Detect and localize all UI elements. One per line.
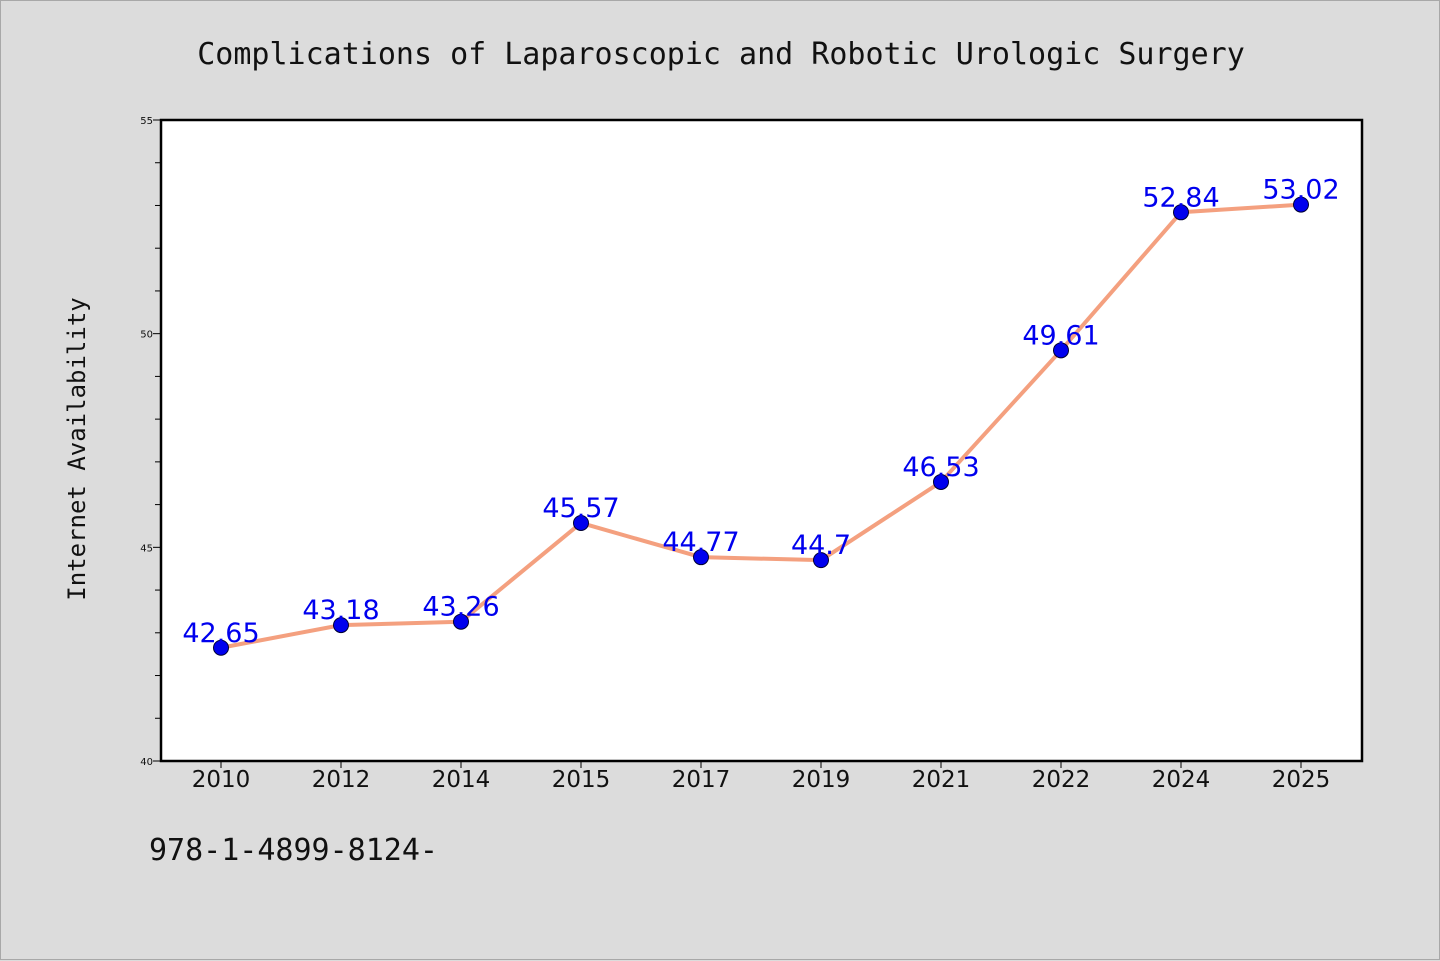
data-label: 44.77 — [662, 527, 739, 558]
y-tick-label: 40 — [140, 757, 153, 768]
chart-title: Complications of Laparoscopic and Roboti… — [197, 37, 1245, 72]
x-tick-label: 2024 — [1152, 767, 1211, 793]
x-tick-label: 2012 — [312, 767, 371, 793]
footer-text: 978-1-4899-8124- — [149, 833, 438, 868]
data-labels: 42.65 43.18 43.26 45.57 44.77 44.7 46.53 49.61 5… — [182, 175, 1339, 649]
data-label: 52.84 — [1142, 182, 1219, 213]
series-line — [219, 202, 1303, 650]
x-tick-label: 2017 — [672, 767, 731, 793]
data-label: 49.61 — [1022, 320, 1099, 351]
data-label: 43.18 — [302, 595, 379, 626]
y-tick-label: 45 — [140, 543, 153, 554]
x-tick-label: 2025 — [1272, 767, 1331, 793]
y-axis-label: Internet Availability — [63, 297, 91, 600]
x-tick-label: 2014 — [432, 767, 491, 793]
data-label: 45.57 — [542, 493, 619, 524]
y-axis-ticks: 40 45 50 55 — [140, 116, 161, 768]
plot-area — [159, 118, 1364, 763]
data-label: 46.53 — [902, 452, 979, 483]
data-markers — [213, 196, 1309, 656]
data-label: 43.26 — [422, 592, 499, 623]
x-tick-label: 2021 — [912, 767, 971, 793]
data-point — [1053, 342, 1069, 359]
x-tick-label: 2010 — [192, 767, 251, 793]
data-point — [333, 617, 349, 634]
data-label: 42.65 — [182, 618, 259, 649]
x-axis-ticks: 2010 2012 2014 2015 2017 2019 2021 2022 2024 2025 — [192, 761, 1331, 793]
data-point — [213, 639, 229, 656]
data-point — [453, 613, 469, 630]
data-point — [693, 549, 709, 566]
y-tick-label: 50 — [140, 330, 153, 341]
data-label: 44.7 — [791, 530, 851, 561]
x-tick-label: 2022 — [1032, 767, 1091, 793]
x-tick-label: 2019 — [792, 767, 851, 793]
data-point — [933, 473, 949, 490]
data-label: 53.02 — [1262, 175, 1339, 206]
data-point — [573, 514, 589, 531]
data-point — [1293, 196, 1309, 213]
data-point — [813, 552, 829, 569]
y-tick-label: 55 — [140, 116, 153, 127]
x-tick-label: 2015 — [552, 767, 611, 793]
data-point — [1173, 204, 1189, 221]
